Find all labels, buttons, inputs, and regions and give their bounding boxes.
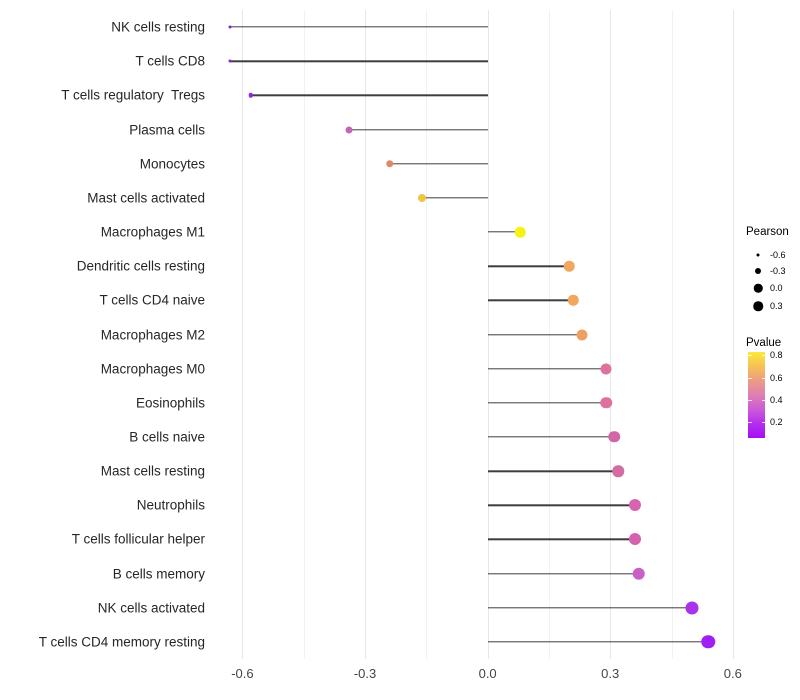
gridline-major [732,10,734,659]
data-point [345,126,353,134]
lollipop-stem [487,538,635,541]
size-legend-dot [755,268,761,274]
category-label: T cells CD4 memory resting [38,634,205,650]
category-label: Mast cells resting [100,463,205,479]
category-label: Macrophages M0 [100,361,205,377]
data-point [628,499,641,512]
pvalue-colorbar-tick [761,422,765,424]
gridline-major [365,10,367,659]
size-legend-dot [756,253,760,256]
lollipop-stem [487,231,521,233]
lollipop-stem [487,299,574,302]
lollipop-stem [487,572,639,575]
pvalue-colorbar-tick [748,377,752,379]
lollipop-stem [487,333,582,336]
category-label: T cells follicular helper [71,531,205,547]
size-legend-label: -0.3 [770,266,786,276]
lollipop-stem [487,265,570,267]
data-point [600,397,612,409]
category-label: Macrophages M2 [100,327,205,342]
pvalue-colorbar-tick [748,422,752,424]
lollipop-stem [487,641,709,643]
plot-panel [222,10,741,659]
gridline-major [242,10,244,659]
lollipop-stem [348,128,488,131]
gridline-minor [426,10,428,659]
data-point [701,635,716,649]
lollipop-stem [487,402,607,404]
pvalue-colorbar-tick [748,400,752,402]
data-point [576,329,588,340]
category-label: Dendritic cells resting [76,258,205,274]
category-label: B cells naive [129,429,205,445]
lollipop-stem [422,197,488,199]
data-point [608,431,621,443]
category-label: Eosinophils [135,395,205,411]
size-legend-label: -0.6 [770,249,786,260]
category-label: Neutrophils [136,497,205,513]
pvalue-tick-label: 0.2 [770,417,783,428]
category-label: B cells memory [112,566,205,582]
category-label: T cells regulatory Tregs [61,87,205,103]
data-point [248,93,253,98]
lollipop-stem [487,367,607,370]
gridline-minor [671,10,673,659]
pvalue-tick-label: 0.6 [770,372,783,383]
x-tick-label: 0.0 [478,666,497,681]
data-point [600,363,612,375]
lollipop-stem [487,436,615,438]
lollipop-stem [487,470,619,472]
category-label: NK cells activated [97,600,205,616]
data-point [568,295,579,306]
lollipop-stem [230,60,488,62]
data-point [612,465,625,477]
pvalue-colorbar-tick [748,355,752,357]
data-point [418,193,427,202]
gridline-major [610,10,612,659]
pvalue-colorbar [748,352,765,438]
lollipop-stem [250,94,488,97]
lollipop-stem [487,504,635,506]
category-label: T cells CD4 naive [99,292,205,308]
data-point [685,601,699,615]
lollipop-stem [230,26,488,28]
pvalue-tick-label: 0.8 [770,350,783,361]
pvalue-colorbar-tick [761,377,765,379]
size-legend-dot [753,301,763,311]
size-legend-label: 0.3 [770,301,783,311]
category-label: Plasma cells [129,122,205,138]
data-point [628,533,641,546]
size-legend-label: 0.0 [770,283,783,293]
lollipop-stem [389,163,488,165]
category-label: Monocytes [139,156,205,172]
category-label: T cells CD8 [135,53,205,69]
size-legend-dot [753,283,763,293]
category-label: Mast cells activated [87,190,205,206]
data-point [228,59,232,63]
pvalue-colorbar-tick [761,355,765,357]
data-point [385,159,394,168]
pvalue-colorbar-tick [761,400,765,402]
pvalue-tick-label: 0.4 [770,395,783,406]
x-tick-label: 0.3 [601,666,620,681]
size-legend-title: Pearson [746,226,789,238]
color-legend-title: Pvalue [746,337,782,349]
gridline-minor [303,10,305,659]
lollipop-stem [487,607,692,609]
x-tick-label: 0.6 [723,666,742,681]
x-tick-label: -0.3 [353,666,377,681]
data-point [564,260,575,272]
data-point [228,25,232,29]
data-point [632,567,646,580]
category-label: Macrophages M1 [100,224,205,240]
category-label: NK cells resting [111,19,205,35]
data-point [515,226,526,238]
x-tick-label: -0.6 [231,666,254,681]
